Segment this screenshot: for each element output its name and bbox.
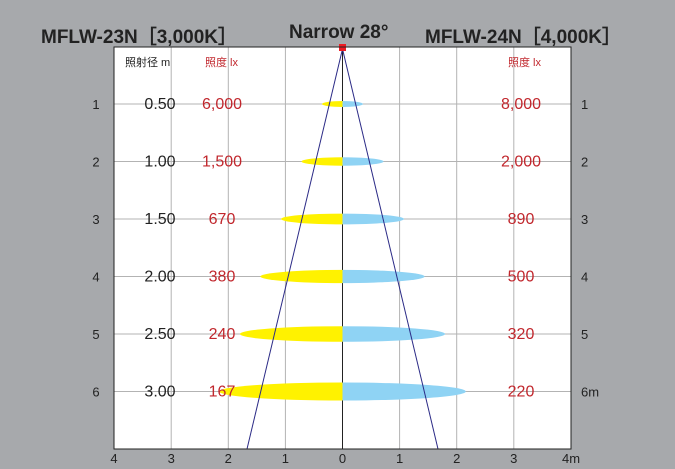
x-tick-label: 4m	[562, 451, 580, 466]
row-index-left: 4	[92, 270, 99, 285]
x-tick-label: 0	[339, 451, 346, 466]
beam-cone	[246, 48, 439, 450]
cool-spot	[342, 382, 466, 401]
distance-value: 2.50	[144, 326, 175, 343]
warm-spot	[219, 382, 343, 401]
lux-left-value: 167	[209, 384, 236, 401]
cool-spot	[342, 101, 364, 107]
row-index-left: 6	[92, 385, 99, 400]
row-index-left: 1	[92, 97, 99, 112]
beam-edge-right	[342, 48, 439, 450]
row-index-right: 1	[581, 97, 588, 112]
lux-right-value: 890	[508, 211, 535, 228]
lux-right-value: 320	[508, 326, 535, 343]
lux-left-value: 240	[209, 326, 236, 343]
warm-spot	[301, 157, 343, 166]
warm-spot	[260, 269, 343, 284]
beam-angle-title: Narrow 28°	[289, 22, 389, 43]
left-model-title: MFLW-23N［3,000K］	[41, 27, 237, 48]
lux-left-value: 6,000	[202, 96, 242, 113]
light-spots	[219, 101, 466, 401]
illuminance-right-header: 照度 lx	[508, 55, 541, 69]
lux-right-value: 220	[508, 384, 535, 401]
row-index-left: 2	[92, 155, 99, 170]
row-index-right: 4	[581, 270, 588, 285]
lux-left-value: 670	[209, 211, 236, 228]
distance-value: 1.00	[144, 154, 175, 171]
x-tick-label: 3	[168, 451, 175, 466]
cool-spot	[342, 213, 405, 225]
distance-value: 3.00	[144, 384, 175, 401]
row-index-left: 5	[92, 327, 99, 342]
distance-value: 2.00	[144, 269, 175, 286]
row-index-right: 2	[581, 155, 588, 170]
warm-spot	[239, 326, 343, 342]
row-index-right: 5	[581, 327, 588, 342]
row-index-right: 6m	[581, 385, 599, 400]
distance-value: 1.50	[144, 211, 175, 228]
lux-right-value: 2,000	[501, 154, 541, 171]
lux-right-value: 500	[508, 269, 535, 286]
x-tick-label: 1	[396, 451, 403, 466]
cool-spot	[342, 269, 425, 284]
cool-spot	[342, 157, 384, 166]
warm-spot	[321, 101, 343, 107]
distance-value: 0.50	[144, 96, 175, 113]
x-axis-labels: 4 3 2 1 0 1 2 3 4m	[110, 451, 580, 466]
row-index-left: 3	[92, 212, 99, 227]
row-index-right: 3	[581, 212, 588, 227]
right-model-title: MFLW-24N［4,000K］	[425, 27, 621, 48]
warm-spot	[280, 213, 343, 225]
row-labels: 1 0.50 6,000 8,000 1 2 1.00 1,500 2,000 2 3 1.50 670…	[92, 96, 599, 401]
cool-spot	[342, 326, 446, 342]
lux-left-value: 1,500	[202, 154, 242, 171]
x-tick-label: 2	[453, 451, 460, 466]
lux-right-value: 8,000	[501, 96, 541, 113]
x-tick-label: 2	[225, 451, 232, 466]
x-tick-label: 3	[510, 451, 517, 466]
illuminance-left-header: 照度 lx	[205, 55, 238, 69]
x-tick-label: 1	[282, 451, 289, 466]
chart-border	[113, 46, 572, 450]
lux-left-value: 380	[209, 269, 236, 286]
beam-edge-left	[246, 48, 343, 450]
x-tick-label: 4	[110, 451, 117, 466]
distance-column-header: 照射径 m	[125, 55, 170, 69]
